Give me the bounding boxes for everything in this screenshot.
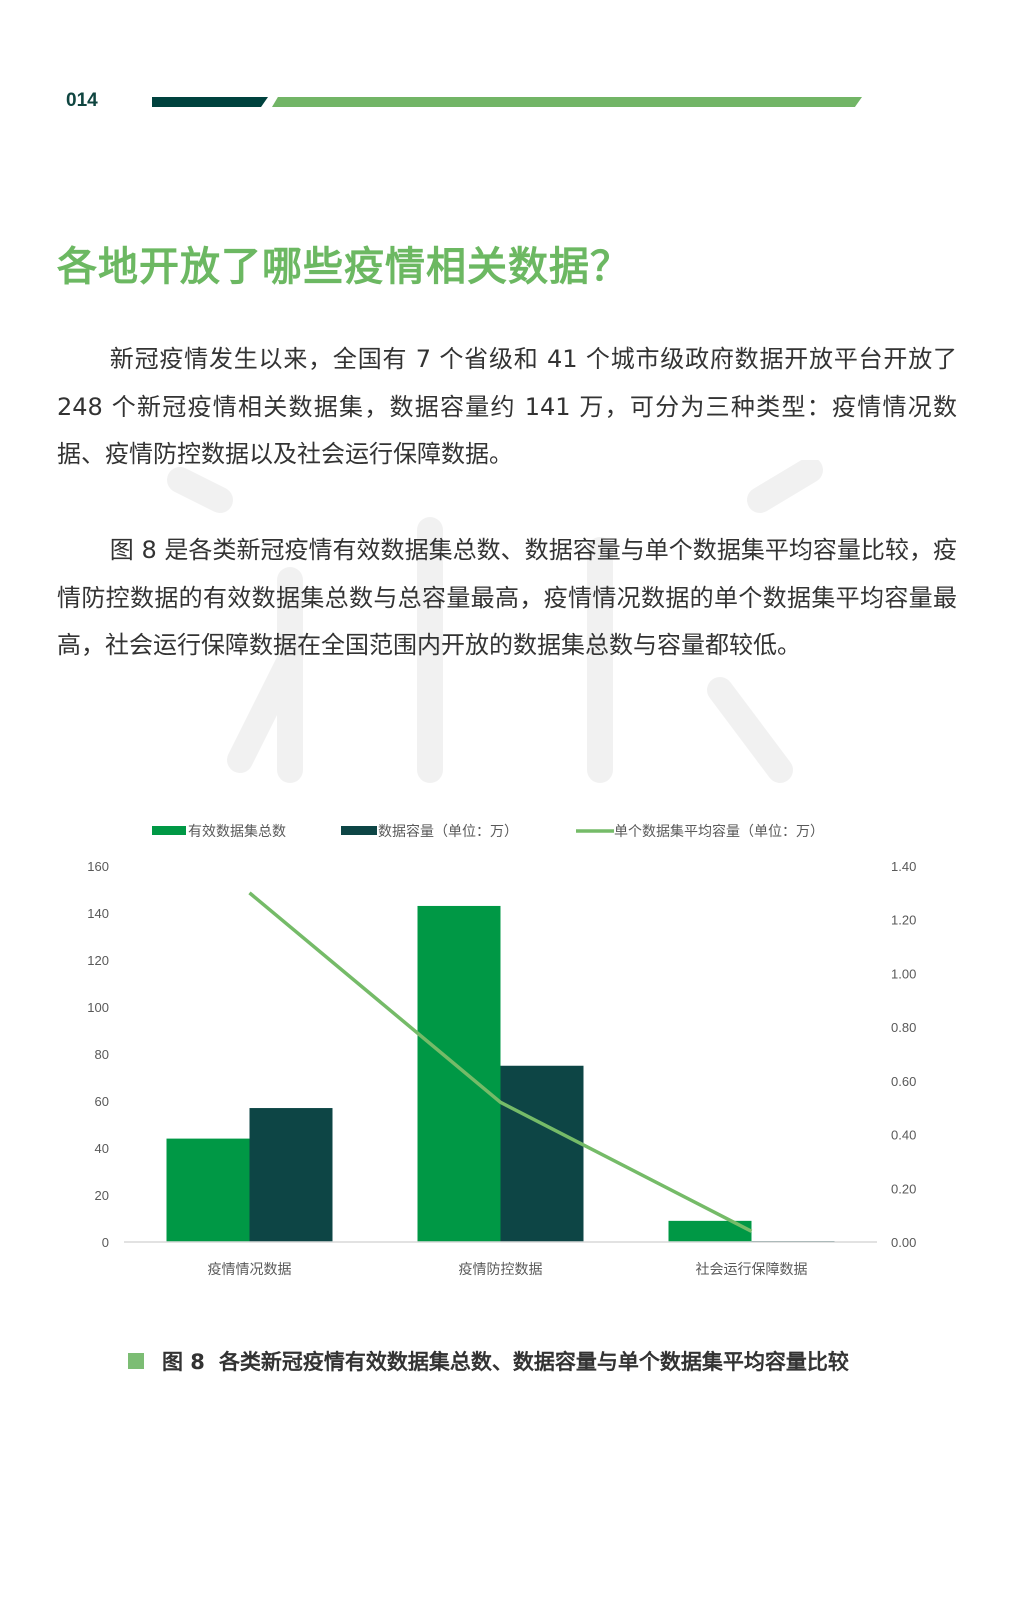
left-axis-tick-label: 100: [87, 1000, 109, 1015]
header-bar-dark: [152, 97, 268, 107]
left-axis-tick-label: 160: [87, 859, 109, 874]
left-axis-tick-label: 20: [95, 1188, 109, 1203]
caption-text: 各类新冠疫情有效数据集总数、数据容量与单个数据集平均容量比较: [218, 1350, 849, 1374]
figure-caption: 图 8 各类新冠疫情有效数据集总数、数据容量与单个数据集平均容量比较: [128, 1346, 849, 1376]
category-label: 社会运行保障数据: [696, 1262, 808, 1278]
left-axis-tick-label: 40: [95, 1141, 109, 1156]
bar-dataset-count: [417, 905, 501, 1242]
bar-data-capacity: [500, 1065, 584, 1242]
watermark-graphic: [167, 460, 823, 783]
legend-label: 单个数据集平均容量（单位：万）: [614, 823, 824, 840]
right-axis-tick-label: 1.40: [891, 859, 916, 874]
legend-swatch-dataset-count: [152, 826, 186, 835]
bar-line-chart: 0 20 40 60 80 100 120 140 160 0.00 0.20 0.40 0.60 0.8…: [87, 823, 916, 1278]
bar-dataset-count: [668, 1220, 752, 1242]
header-bar-green: [272, 97, 862, 107]
legend-swatch-data-capacity: [341, 826, 377, 835]
right-axis-tick-label: 0.40: [891, 1128, 916, 1143]
caption-square-icon: [128, 1353, 144, 1369]
caption-label: 图 8: [162, 1350, 205, 1374]
right-axis-tick-label: 1.00: [891, 966, 916, 981]
left-axis-tick-label: 0: [102, 1235, 109, 1250]
right-axis-tick-label: 1.20: [891, 913, 916, 928]
bar-dataset-count: [166, 1138, 250, 1242]
right-axis-tick-label: 0.20: [891, 1181, 916, 1196]
paragraph-2: 图 8 是各类新冠疫情有效数据集总数、数据容量与单个数据集平均容量比较，疫情防控…: [57, 536, 957, 659]
legend-label: 有效数据集总数: [188, 823, 286, 840]
page-number: 014: [66, 90, 98, 111]
right-axis-tick-label: 0.00: [891, 1235, 916, 1250]
page-title: 各地开放了哪些疫情相关数据？: [57, 244, 631, 290]
legend-label: 数据容量（单位：万）: [378, 823, 518, 840]
category-label: 疫情情况数据: [208, 1262, 292, 1278]
left-axis-tick-label: 80: [95, 1047, 109, 1062]
right-axis-tick-label: 0.80: [891, 1020, 916, 1035]
left-axis-tick-label: 140: [87, 906, 109, 921]
paragraph-1: 新冠疫情发生以来，全国有 7 个省级和 41 个城市级政府数据开放平台开放了 2…: [57, 345, 957, 468]
bar-data-capacity: [249, 1108, 333, 1242]
right-axis-tick-label: 0.60: [891, 1074, 916, 1089]
left-axis-tick-label: 120: [87, 953, 109, 968]
left-axis-tick-label: 60: [95, 1094, 109, 1109]
category-label: 疫情防控数据: [459, 1262, 543, 1278]
